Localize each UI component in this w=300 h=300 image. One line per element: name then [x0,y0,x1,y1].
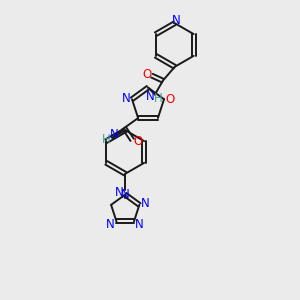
Text: N: N [141,197,150,210]
Text: N: N [115,186,124,199]
Text: N: N [146,90,154,103]
Text: N: N [171,14,180,27]
Text: H: H [154,92,162,105]
Text: N: N [106,218,115,231]
Text: N: N [134,218,143,231]
Text: N: N [122,92,130,105]
Text: O: O [142,68,152,81]
Text: O: O [134,135,143,148]
Text: N: N [121,188,130,201]
Text: H: H [102,133,111,146]
Text: N: N [110,128,119,141]
Text: O: O [165,93,175,106]
